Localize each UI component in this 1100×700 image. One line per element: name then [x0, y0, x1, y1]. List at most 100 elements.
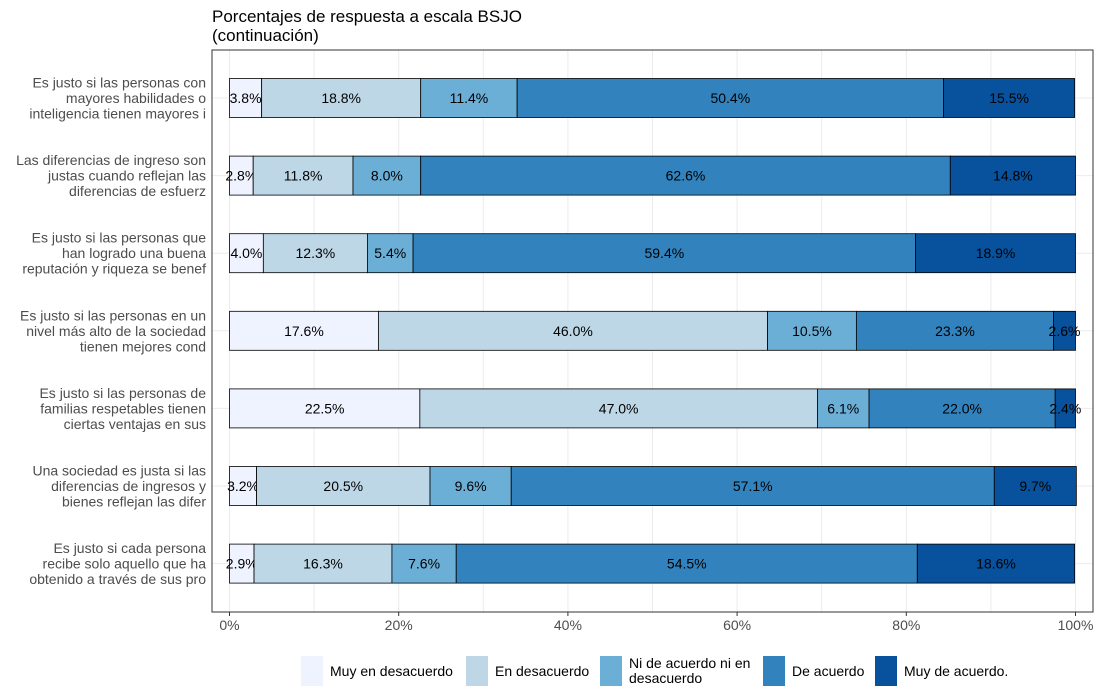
chart-title-line: (continuación) — [212, 26, 319, 45]
legend-label: Ni de acuerdo ni en — [629, 655, 750, 671]
x-tick-label: 80% — [892, 617, 920, 633]
data-label: 46.0% — [553, 323, 593, 339]
data-label: 22.0% — [942, 400, 982, 416]
bar-segment — [229, 388, 421, 429]
plot-panel-border — [211, 49, 1094, 613]
category-label: justas cuando reflejan las — [47, 168, 206, 184]
category-label: han logrado una buena — [62, 245, 206, 261]
data-label: 11.8% — [284, 168, 323, 184]
data-label: 18.8% — [321, 90, 361, 106]
legend-key — [875, 656, 897, 686]
data-label: 3.2% — [227, 478, 259, 494]
data-label: 2.8% — [225, 168, 257, 184]
x-tick-label: 100% — [1058, 617, 1094, 633]
x-axis-ticks: 0% 20% 40% 60% 80% 100% — [219, 612, 1093, 633]
bar-segment — [949, 155, 1076, 196]
bar-segment — [229, 310, 379, 351]
bar-segment — [253, 543, 393, 584]
category-label: inteligencia tienen mayores i — [29, 106, 206, 122]
bar-segment — [767, 310, 857, 351]
category-label: Es justo si cada persona — [53, 540, 206, 556]
data-label: 20.5% — [323, 478, 363, 494]
legend-label: Muy de acuerdo. — [904, 663, 1008, 679]
category-label: nivel más alto de la sociedad — [26, 323, 206, 339]
bar-segment — [429, 466, 512, 506]
bar-segment — [229, 466, 257, 506]
bar-segment — [916, 543, 1076, 584]
data-label: 8.0% — [371, 168, 403, 184]
bar-segment — [229, 543, 255, 584]
bar-segment — [391, 543, 457, 584]
data-label: 50.4% — [710, 90, 750, 106]
category-label: bienes reflejan las difer — [62, 494, 206, 510]
data-label: 59.4% — [644, 245, 684, 261]
data-label: 10.5% — [792, 323, 832, 339]
legend-key — [763, 656, 785, 686]
category-label: Una sociedad es justa si las — [32, 463, 206, 479]
bar-segment — [993, 466, 1077, 506]
category-label: Es justo si las personas que — [32, 230, 207, 246]
bar-segment — [420, 78, 518, 118]
bar-segment — [943, 78, 1076, 118]
legend: Muy en desacuerdo En desacuerdo Ni de acue… — [301, 655, 1008, 686]
bar-segment — [412, 233, 917, 274]
bar-segment — [855, 310, 1054, 351]
x-tick-label: 0% — [219, 617, 239, 633]
category-label: familias respetables tienen — [40, 400, 206, 416]
data-label: 2.9% — [226, 556, 258, 572]
chart-title: Porcentajes de respuesta a escala BSJO(c… — [212, 7, 522, 45]
legend-key — [466, 656, 488, 686]
bar-segment — [229, 233, 264, 274]
data-label: 18.6% — [976, 556, 1016, 572]
data-label: 62.6% — [666, 168, 706, 184]
bar-segment — [868, 388, 1056, 429]
category-label: Es justo si las personas de — [39, 385, 206, 401]
category-label: obtenido a través de sus pro — [29, 571, 206, 587]
chart-title-line: Porcentajes de respuesta a escala BSJO — [212, 7, 522, 26]
bar-segment — [817, 388, 870, 429]
data-label: 54.5% — [667, 556, 707, 572]
category-label: recibe solo aquello que ha — [43, 556, 207, 572]
bar-segment — [252, 155, 354, 196]
category-label: Es justo si las personas con — [32, 75, 206, 91]
x-tick-label: 60% — [723, 617, 751, 633]
bar-segment — [419, 388, 818, 429]
data-label: 14.8% — [993, 168, 1033, 184]
data-label: 2.6% — [1049, 323, 1081, 339]
bar-segment — [1054, 388, 1076, 429]
category-label: tienen mejores cond — [80, 338, 206, 354]
category-label: mayores habilidades o — [66, 90, 206, 106]
category-label: reputación y riqueza se benef — [22, 261, 206, 277]
bar-segment — [455, 543, 918, 584]
data-label: 2.4% — [1049, 400, 1081, 416]
bar-segment — [516, 78, 944, 118]
bar-segment — [915, 233, 1076, 274]
category-label: Las diferencias de ingreso son — [16, 152, 206, 168]
data-label: 17.6% — [284, 323, 324, 339]
legend-key — [301, 656, 323, 686]
x-tick-label: 40% — [554, 617, 582, 633]
data-label: 7.6% — [408, 556, 440, 572]
bar-segment — [377, 310, 768, 351]
bar-segment — [256, 466, 431, 506]
category-label: Es justo si las personas en un — [20, 307, 206, 323]
data-label: 9.7% — [1019, 478, 1051, 494]
bar-segment — [510, 466, 995, 506]
data-label: 9.6% — [455, 478, 487, 494]
bar-segment — [420, 155, 951, 196]
data-label: 18.9% — [976, 245, 1016, 261]
data-label: 3.8% — [230, 90, 262, 106]
data-label: 15.5% — [989, 90, 1029, 106]
legend-label: desacuerdo — [629, 670, 702, 686]
data-label: 11.4% — [450, 90, 489, 106]
legend-label: Muy en desacuerdo — [330, 663, 453, 679]
data-label: 4.0% — [230, 245, 262, 261]
bar-segment — [261, 78, 422, 118]
legend-label: De acuerdo — [792, 663, 865, 679]
bar-segment — [262, 233, 368, 274]
data-label: 6.1% — [827, 400, 859, 416]
legend-key — [600, 656, 622, 686]
data-label: 16.3% — [303, 556, 343, 572]
data-label: 57.1% — [733, 478, 773, 494]
